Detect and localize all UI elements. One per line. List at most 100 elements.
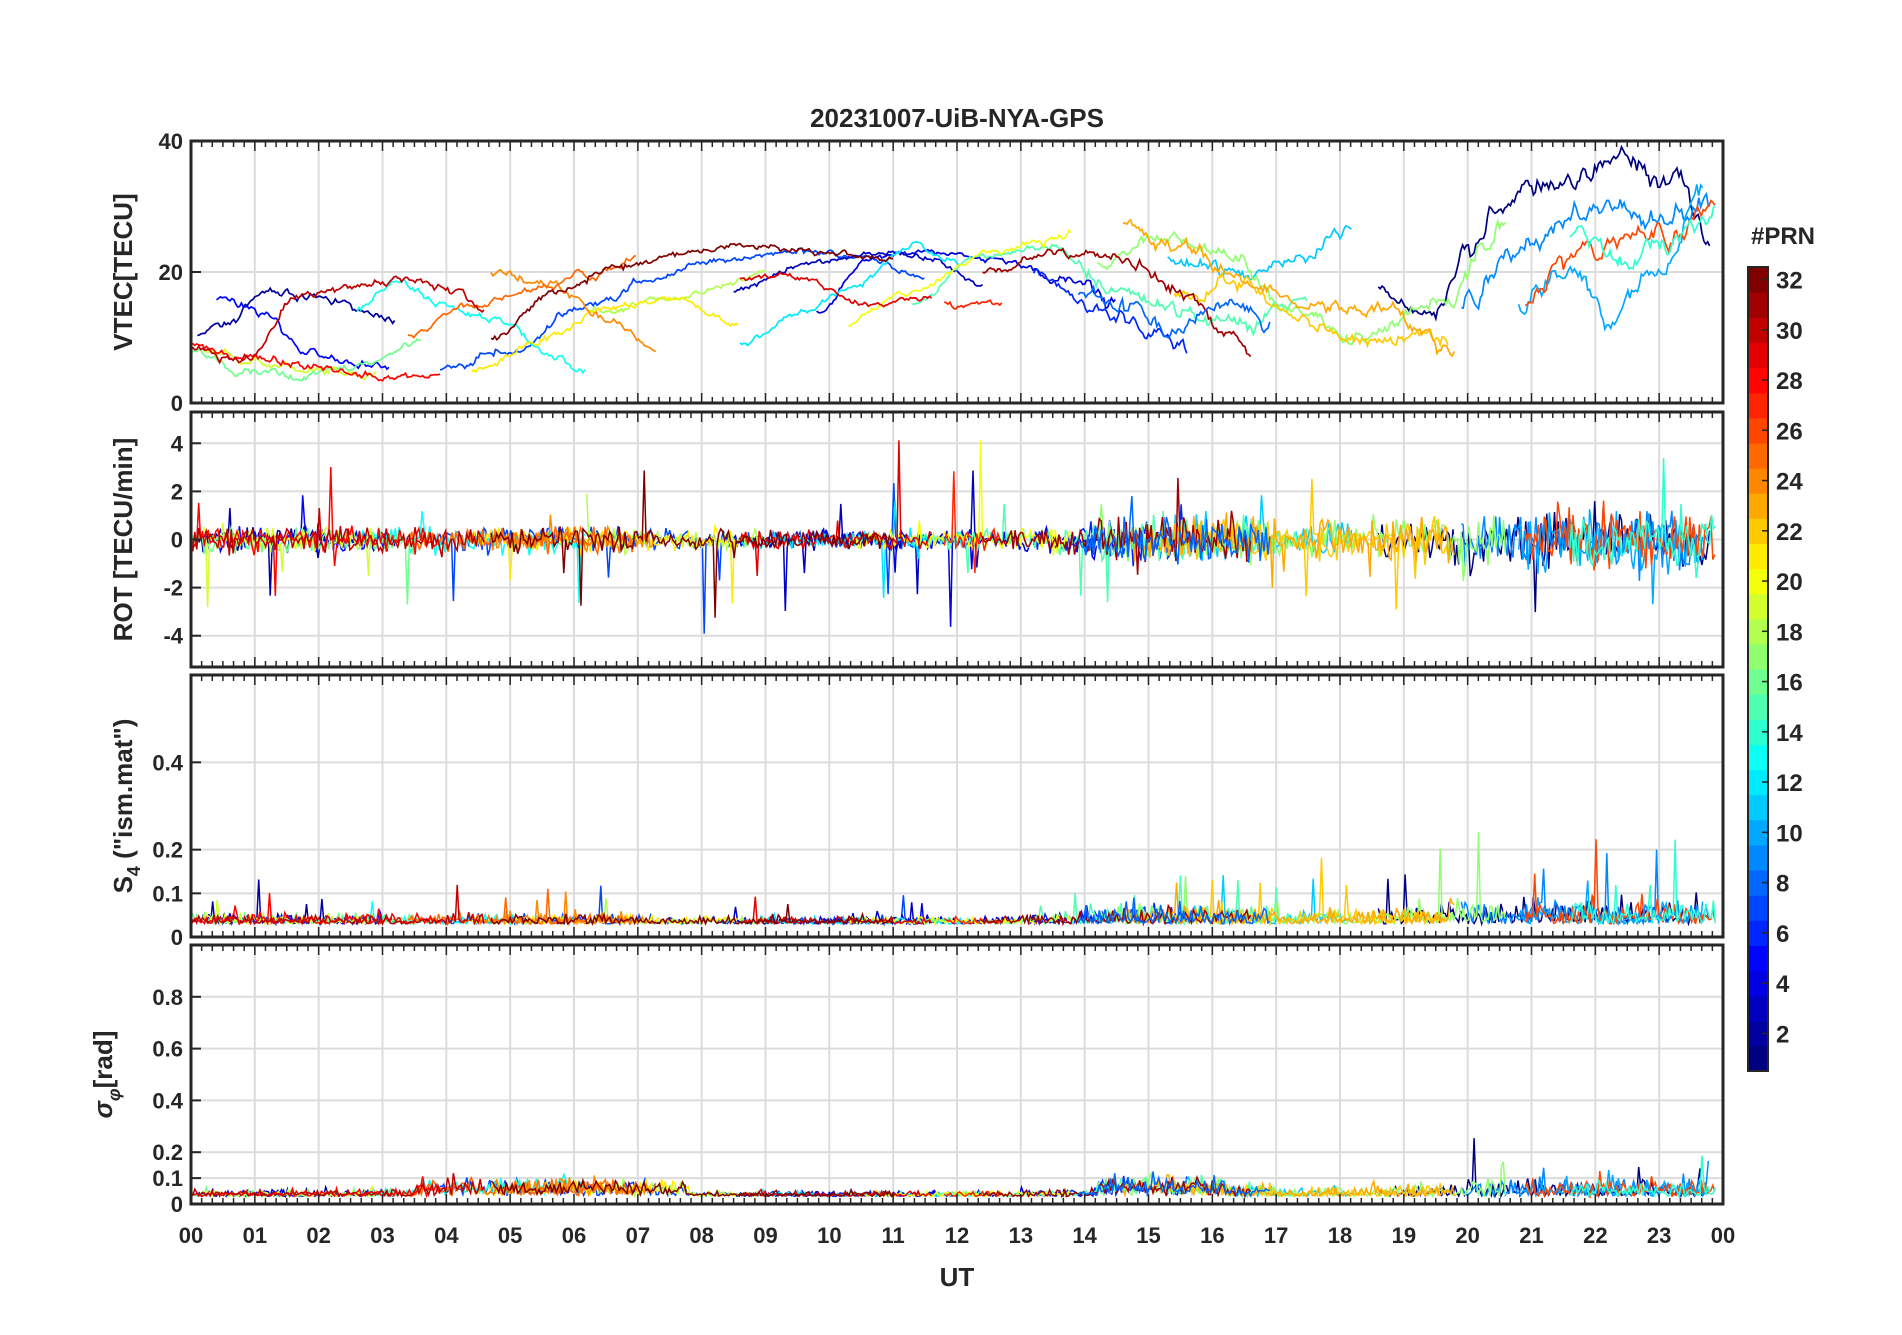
colorbar-segment-28 — [1748, 367, 1768, 394]
vtec-series-prn-7 — [439, 247, 925, 371]
vtec-series-prn-22 — [1173, 271, 1449, 349]
panel-rot-ytick-label: 2 — [171, 479, 183, 504]
x-tick-label: 03 — [370, 1223, 394, 1248]
vtec-series-prn-26 — [1524, 199, 1716, 307]
vtec-series-prn-32 — [490, 242, 894, 342]
colorbar-tick-label: 6 — [1776, 921, 1789, 948]
colorbar-tick-label: 16 — [1776, 670, 1803, 697]
sigphi-series-prn-23 — [1122, 1174, 1456, 1198]
x-tick-label: 02 — [306, 1223, 330, 1248]
vtec-series-prn-4 — [816, 248, 1116, 314]
vtec-series-prn-27 — [943, 299, 1003, 310]
colorbar-segment-26 — [1748, 417, 1768, 444]
x-tick-label: 18 — [1328, 1223, 1352, 1248]
panel-vtec-ytick-label: 20 — [159, 260, 183, 285]
rot-series-prn-23 — [1122, 512, 1456, 588]
colorbar-segment-25 — [1748, 442, 1768, 469]
sigphi-series-prn-32 — [490, 1177, 894, 1198]
x-tick-label: 06 — [562, 1223, 586, 1248]
x-tick-label: 15 — [1136, 1223, 1160, 1248]
rot-series-prn-24 — [490, 514, 657, 554]
rot-series-prn-16 — [191, 524, 422, 605]
x-tick-label: 01 — [243, 1223, 267, 1248]
rot-series-prn-30 — [191, 508, 485, 558]
panel-sigphi-ylabel-sub: φ — [104, 1088, 124, 1101]
colorbar-segment-22 — [1748, 518, 1768, 544]
colorbar-tick-label: 14 — [1776, 720, 1803, 747]
colorbar-tick-label: 4 — [1776, 971, 1790, 998]
x-tick-label: 17 — [1264, 1223, 1288, 1248]
panel-rot-ytick-label: -4 — [163, 624, 183, 649]
panel-s4-ylabel-main: S — [108, 876, 138, 893]
vtec-series-prn-20 — [848, 228, 1072, 328]
panel-sigphi-ylabel-rest: [rad] — [88, 1031, 118, 1089]
colorbar-segment-9 — [1748, 844, 1768, 871]
vtec-series-prn-17 — [1096, 217, 1506, 346]
sigphi-series-prn-8 — [1077, 1171, 1270, 1198]
x-tick-label: 09 — [753, 1223, 777, 1248]
colorbar-segment-15 — [1748, 694, 1768, 720]
panel-vtec-ytick-label: 0 — [171, 391, 183, 416]
vtec-series-prn-11 — [1167, 224, 1352, 282]
panel-sigphi-ylabel-main: σ — [88, 1099, 118, 1118]
colorbar-tick-label: 24 — [1776, 469, 1803, 496]
x-tick-label: 07 — [626, 1223, 650, 1248]
colorbar-segment-18 — [1748, 618, 1768, 645]
colorbar-segment-12 — [1748, 769, 1768, 796]
rot-series-prn-32 — [490, 470, 894, 618]
vtec-series-prn-23 — [1122, 218, 1456, 358]
x-tick-label: 11 — [882, 1223, 905, 1248]
colorbar-tick-label: 32 — [1776, 268, 1803, 295]
x-tick-label: 13 — [1009, 1223, 1033, 1248]
panel-s4-ylabel-sub: 4 — [124, 866, 144, 876]
x-tick-label: 08 — [689, 1223, 713, 1248]
x-tick-label: 00 — [179, 1223, 203, 1248]
x-tick-label: 05 — [498, 1223, 522, 1248]
panel-sigphi-ylabel: σφ[rad] — [88, 1031, 124, 1119]
panel-sigphi-ytick-label: 0 — [171, 1192, 183, 1217]
panel-rot-ytick-label: 0 — [171, 528, 183, 553]
colorbar-segment-5 — [1748, 945, 1768, 972]
panel-sigphi-ytick-label: 0.1 — [152, 1166, 183, 1191]
colorbar-tick-label: 10 — [1776, 820, 1803, 847]
colorbar-segment-21 — [1748, 543, 1768, 570]
data-layer — [191, 144, 1717, 1200]
colorbar-segment-1 — [1748, 1045, 1768, 1072]
colorbar-tick-label: 22 — [1776, 519, 1803, 546]
chart-title: 20231007-UiB-NYA-GPS — [810, 103, 1104, 133]
panel-s4-ytick-label: 0.1 — [152, 881, 183, 906]
x-tick-label: 00 — [1711, 1223, 1735, 1248]
sigphi-series-prn-30 — [191, 1173, 485, 1198]
x-tick-label: 21 — [1519, 1223, 1543, 1248]
x-tick-label: 16 — [1200, 1223, 1224, 1248]
vtec-series-prn-2 — [197, 286, 396, 337]
panel-sigphi-ytick-label: 0.4 — [152, 1088, 183, 1113]
vtec-series-prn-9 — [1461, 191, 1710, 311]
sigphi-series-prn-14 — [1569, 1155, 1717, 1200]
colorbar-tick-label: 12 — [1776, 770, 1803, 797]
panel-s4-ylabel-rest: ("ism.mat") — [108, 719, 138, 866]
colorbar-segment-29 — [1748, 342, 1768, 369]
colorbar-tick-label: 28 — [1776, 368, 1803, 395]
panel-s4-ytick-label: 0.2 — [152, 838, 183, 863]
vtec-series-prn-24 — [490, 268, 657, 353]
colorbar-segment-2 — [1748, 1020, 1768, 1047]
colorbar-segment-17 — [1748, 643, 1768, 670]
x-tick-label: 04 — [434, 1223, 459, 1248]
vtec-series-prn-15 — [912, 243, 1308, 337]
colorbar-segment-3 — [1748, 995, 1768, 1022]
s4-series-prn-8 — [1077, 897, 1271, 926]
colorbar-tick-label: 18 — [1776, 619, 1803, 646]
rot-series-prn-8 — [1077, 496, 1271, 565]
colorbar-segment-20 — [1748, 568, 1768, 595]
rot-series-prn-27 — [943, 471, 1003, 574]
panel-s4-ytick-label: 0.4 — [152, 750, 183, 775]
vtec-series-prn-18 — [586, 269, 766, 315]
colorbar-label: #PRN — [1751, 223, 1815, 250]
colorbar-segment-4 — [1748, 970, 1768, 997]
panel-sigphi-ytick-label: 0.8 — [152, 985, 183, 1010]
vtec-series-prn-30 — [191, 275, 485, 365]
